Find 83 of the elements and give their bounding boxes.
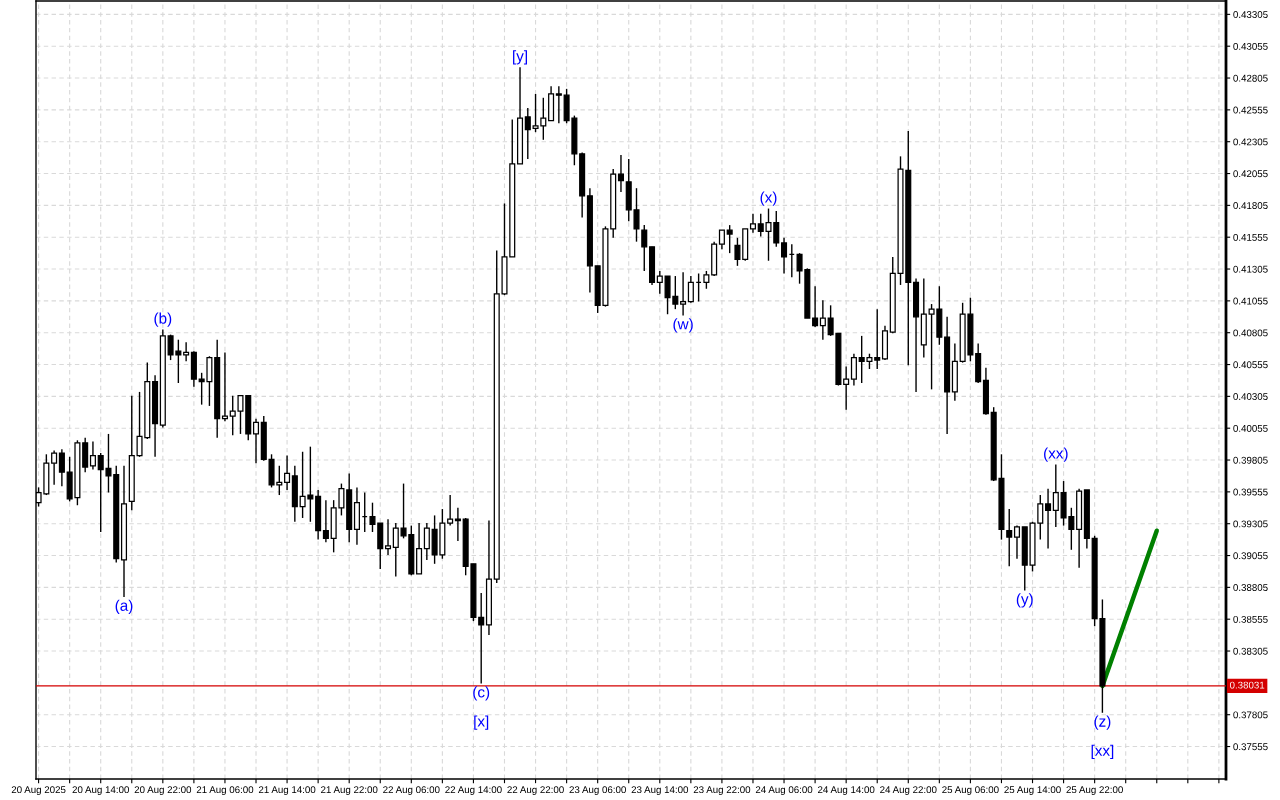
candlestick: [51, 449, 58, 486]
annotation: (w): [673, 318, 693, 333]
candlestick: [718, 229, 725, 250]
candlestick: [1013, 524, 1021, 560]
candlestick: [478, 592, 485, 685]
candlestick: [252, 417, 260, 464]
y-tick-label: 0.42055: [1233, 170, 1268, 178]
candlestick: [641, 224, 648, 272]
y-tick-label: 0.38305: [1233, 647, 1268, 655]
y-tick-label: 0.39305: [1233, 520, 1268, 528]
x-tick-label: 20 Aug 22:00: [134, 786, 192, 796]
y-tick-label: 0.38555: [1233, 615, 1268, 623]
annotation: [xx]: [1091, 744, 1114, 759]
x-tick-label: 22 Aug 06:00: [383, 786, 440, 796]
y-tick-label: 0.41055: [1233, 297, 1268, 305]
y-tick-label: 0.38805: [1233, 584, 1268, 591]
x-tick-label: 23 Aug 06:00: [569, 786, 626, 796]
candlestick: [680, 271, 687, 317]
y-tick-label: 0.37555: [1233, 743, 1268, 751]
candlestick: [850, 353, 857, 387]
x-tick-label: 24 Aug 22:00: [880, 786, 937, 796]
candlestick: [781, 237, 788, 275]
x-tick-label: 20 Aug 2025: [11, 786, 66, 796]
y-tick-label: 0.42305: [1233, 138, 1268, 146]
annotation: [x]: [474, 715, 489, 730]
candlestick: [843, 365, 850, 411]
y-tick-label: 0.42555: [1233, 106, 1268, 114]
candlestick: [656, 270, 663, 295]
candlestick: [819, 299, 826, 341]
candlestick: [322, 499, 329, 543]
y-tick-label: 0.39555: [1233, 488, 1268, 496]
annotation: (a): [115, 599, 133, 614]
x-tick-label: 23 Aug 14:00: [631, 786, 689, 796]
y-tick-label: 0.41555: [1233, 233, 1268, 241]
x-tick-label: 21 Aug 22:00: [321, 786, 378, 796]
x-tick-label: 22 Aug 14:00: [445, 786, 502, 796]
x-tick-label: 21 Aug 06:00: [196, 786, 254, 796]
candlestick: [555, 85, 562, 124]
annotation: (x): [760, 191, 777, 206]
candlestick: [183, 341, 190, 363]
y-tick-label: 0.40305: [1233, 393, 1268, 400]
candlestick: [726, 224, 733, 254]
candlestick: [284, 454, 291, 491]
annotation: (z): [1094, 715, 1111, 730]
y-tick-label: 0.39055: [1233, 552, 1268, 560]
candlestick: [221, 351, 228, 422]
candlestick: [58, 448, 65, 487]
candlestick: [617, 154, 625, 193]
candlestick: [1006, 508, 1013, 568]
x-tick-label: 22 Aug 22:00: [507, 786, 564, 796]
x-tick-label: 24 Aug 06:00: [755, 786, 813, 796]
x-tick-label: 25 Aug 22:00: [1066, 786, 1123, 796]
candlestick: [1052, 463, 1059, 528]
annotation: (xx): [1044, 447, 1068, 462]
candlestick: [687, 275, 694, 304]
candlestick: [1045, 487, 1052, 550]
y-tick-label: 0.41805: [1233, 202, 1268, 209]
annotation: (y): [1016, 593, 1033, 608]
y-tick-label: 0.37805: [1233, 711, 1268, 719]
candlestick: [423, 522, 430, 561]
y-tick-label: 0.39805: [1233, 456, 1268, 464]
y-tick-label: 0.43305: [1233, 11, 1268, 18]
x-tick-label: 25 Aug 06:00: [942, 786, 999, 796]
y-tick-label: 0.43055: [1233, 42, 1268, 50]
candlestick: [384, 518, 392, 556]
annotation: (c): [473, 686, 490, 701]
x-tick-label: 21 Aug 14:00: [258, 786, 316, 796]
ref-line-label: 0.38031: [1229, 681, 1265, 689]
y-tick-label: 0.40555: [1233, 361, 1268, 369]
candlestick: [749, 212, 757, 234]
x-tick-label: 23 Aug 22:00: [693, 786, 751, 796]
candlestick: [89, 440, 96, 471]
x-tick-label: 20 Aug 14:00: [72, 786, 129, 796]
y-tick-label: 0.40805: [1233, 329, 1268, 337]
candlestick: [812, 285, 819, 328]
x-tick-label: 24 Aug 14:00: [817, 786, 875, 796]
x-tick-label: 25 Aug 14:00: [1004, 786, 1061, 796]
annotation: [y]: [513, 50, 527, 65]
candlestick: [447, 494, 454, 527]
annotation: (b): [154, 312, 172, 327]
y-tick-label: 0.40055: [1233, 424, 1268, 432]
y-tick-label: 0.41305: [1233, 265, 1268, 273]
y-tick-label: 0.42805: [1233, 74, 1268, 82]
